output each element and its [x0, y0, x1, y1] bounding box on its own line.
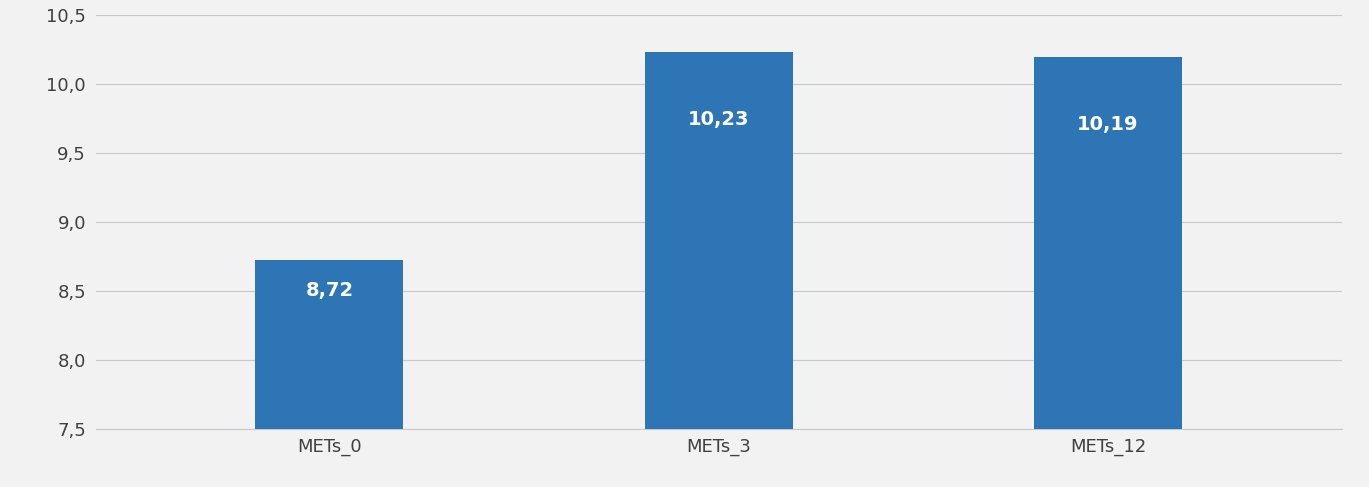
Bar [256, 260, 404, 487]
Bar [1034, 57, 1181, 487]
Bar [645, 52, 793, 487]
Text: 8,72: 8,72 [305, 281, 353, 300]
Text: 10,23: 10,23 [689, 110, 749, 129]
Text: 10,19: 10,19 [1077, 115, 1139, 134]
